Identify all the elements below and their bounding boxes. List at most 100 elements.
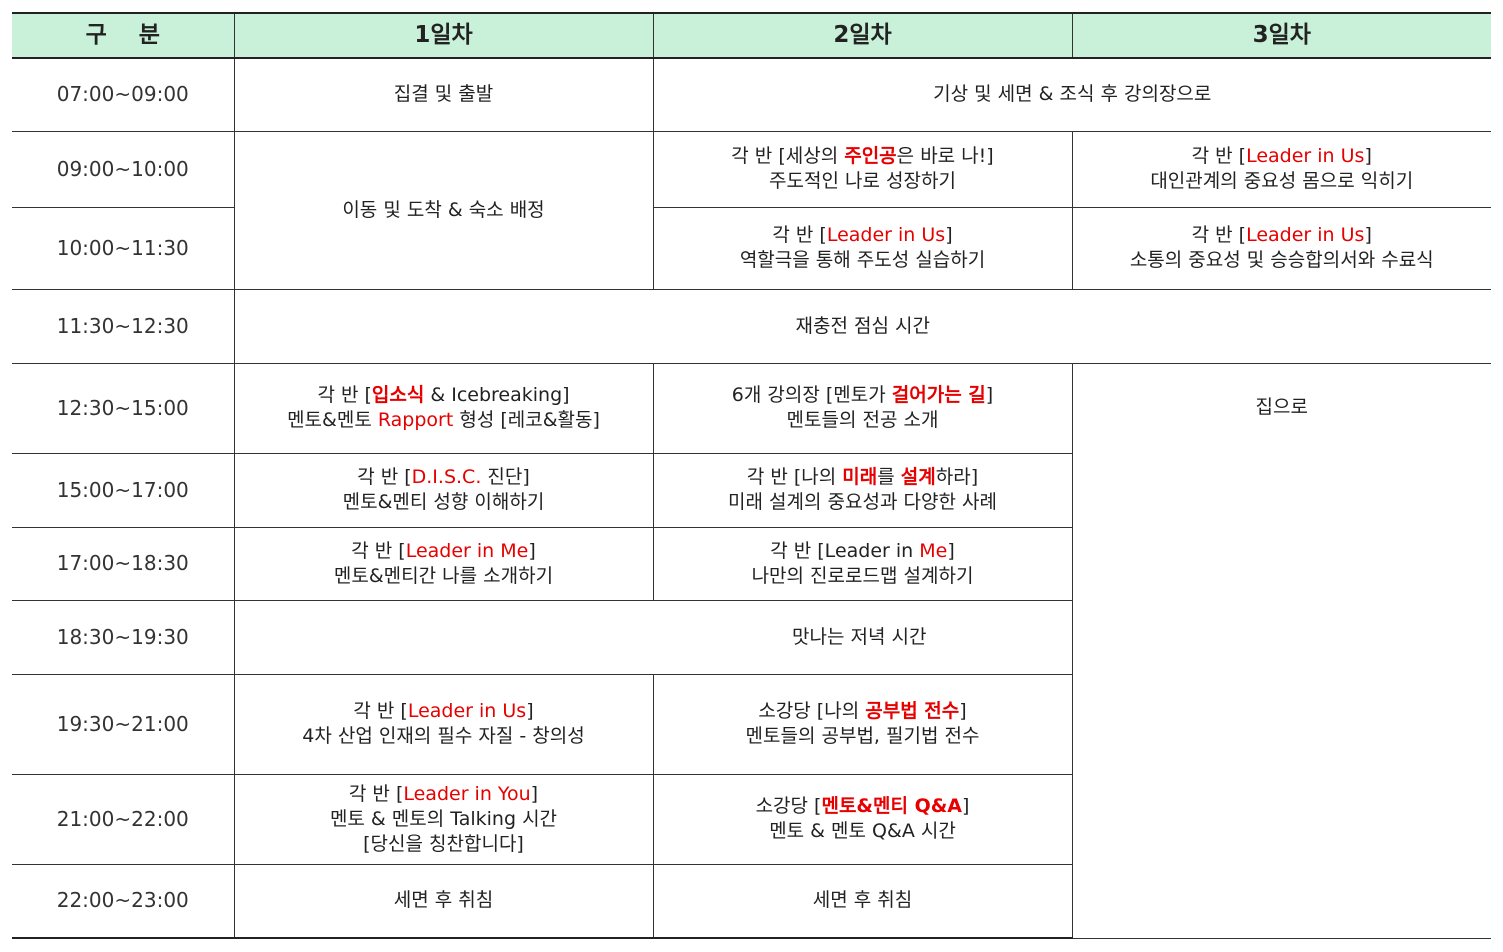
header-day3: 3일차 — [1071, 12, 1491, 59]
day3-cell: 각 반 [Leader in Us] 소통의 중요성 및 승승합의서와 수료식 — [1071, 206, 1491, 290]
cell-text: 멘토&멘티간 나를 소개하기 — [333, 564, 554, 587]
table-row: 12:30~15:00 각 반 [입소식 & Icebreaking] 멘토&멘… — [12, 362, 1491, 939]
cell-text: 각 반 [ — [317, 384, 372, 406]
day2-cell: 세면 후 취침 — [652, 863, 1072, 939]
time-cell: 07:00~09:00 — [12, 57, 235, 132]
highlight-text: Rapport — [377, 409, 454, 431]
day1-cell: 이동 및 도착 & 숙소 배정 — [233, 130, 654, 290]
day1-cell: 각 반 [D.I.S.C. 진단] 멘토&멘티 성향 이해하기 — [233, 452, 654, 528]
cell-text: 은 바로 나!] — [896, 145, 994, 167]
cell-text: ] — [962, 795, 970, 817]
cell-text: 역할극을 통해 주도성 실습하기 — [739, 249, 986, 271]
highlight-text: Leader in You — [403, 782, 531, 805]
cell-text: 하라] — [935, 466, 979, 488]
day1-cell: 각 반 [Leader in Me] 멘토&멘티간 나를 소개하기 — [233, 526, 654, 601]
cell-text: 각 반 [ — [351, 539, 406, 562]
time-cell: 22:00~23:00 — [12, 863, 235, 939]
cell-text: 소통의 중요성 및 승승합의서와 수료식 — [1129, 249, 1434, 271]
cell-text: 소강당 [ — [755, 795, 822, 817]
table-row: 22:00~23:00 세면 후 취침 세면 후 취침 — [12, 863, 1491, 939]
highlight-text: 주인공 — [844, 145, 897, 167]
cell-text: ] — [1364, 145, 1372, 167]
day1-2-cell: 맛나는 저녁 시간 — [233, 599, 1072, 675]
cell-text: 각 반 [ — [1191, 224, 1247, 246]
day1-cell: 각 반 [입소식 & Icebreaking] 멘토&멘토 Rapport 형성… — [233, 362, 654, 454]
cell-text: 주도적인 나로 성장하기 — [769, 170, 956, 192]
cell-text: ] — [1364, 224, 1372, 246]
cell-text: 멘토들의 공부법, 필기법 전수 — [745, 725, 980, 747]
day2-cell: 각 반 [Leader in Me] 나만의 진로로드맵 설계하기 — [652, 526, 1072, 601]
cell-text: 각 반 [Leader in — [770, 539, 920, 562]
highlight-text: 걸어가는 길 — [891, 384, 986, 406]
cell-text: ] — [947, 539, 955, 562]
schedule-table: 구 분 1일차 2일차 3일차 07:00~09:00 집결 및 출발 기상 및… — [12, 12, 1491, 939]
cell-text: 미래 설계의 중요성과 다양한 사례 — [728, 491, 997, 513]
table-row: 15:00~17:00 각 반 [D.I.S.C. 진단] 멘토&멘티 성향 이… — [12, 452, 1491, 528]
cell-text: & Icebreaking] — [424, 384, 570, 406]
cell-text: 각 반 [ — [772, 224, 827, 246]
cell-text: 소강당 [나의 — [758, 700, 866, 722]
cell-text: 각 반 [세상의 — [731, 145, 845, 167]
day2-cell: 소강당 [나의 공부법 전수] 멘토들의 공부법, 필기법 전수 — [652, 673, 1072, 775]
cell-text: 멘토&멘토 — [287, 409, 378, 431]
header-day2: 2일차 — [652, 12, 1073, 59]
time-cell: 15:00~17:00 — [12, 452, 235, 528]
day1-cell: 세면 후 취침 — [233, 863, 654, 939]
highlight-text: Leader in Us — [826, 224, 946, 246]
cell-text: 형성 [레코&활동] — [453, 409, 600, 431]
cell-text: ] — [530, 782, 539, 805]
cell-text: 멘토 & 멘토 Q&A 시간 — [769, 820, 956, 842]
cell-text: 6개 강의장 [멘토가 — [731, 384, 892, 406]
cell-text: 멘토들의 전공 소개 — [786, 409, 939, 431]
time-cell: 17:00~18:30 — [12, 526, 235, 601]
time-cell: 12:30~15:00 — [12, 362, 235, 454]
day3-cell: 각 반 [Leader in Us] 대인관계의 중요성 몸으로 익히기 — [1071, 130, 1491, 208]
cell-text: ] — [528, 539, 536, 562]
highlight-text: Me — [919, 539, 948, 562]
highlight-text: Leader in Us — [1246, 145, 1365, 167]
cell-text: ] — [959, 700, 967, 722]
table-row: 21:00~22:00 각 반 [Leader in You] 멘토 & 멘토의… — [12, 773, 1491, 865]
header-row: 구 분 1일차 2일차 3일차 — [12, 12, 1491, 59]
time-cell: 10:00~11:30 — [12, 206, 235, 290]
time-cell: 11:30~12:30 — [12, 288, 235, 364]
day2-cell: 각 반 [Leader in Us] 역할극을 통해 주도성 실습하기 — [652, 206, 1073, 290]
day2-cell: 각 반 [나의 미래를 설계하라] 미래 설계의 중요성과 다양한 사례 — [652, 452, 1072, 528]
all-days-cell: 재충전 점심 시간 — [233, 288, 1491, 364]
cell-text: 나만의 진로로드맵 설계하기 — [751, 564, 974, 587]
day2-cell: 6개 강의장 [멘토가 걸어가는 길] 멘토들의 전공 소개 — [652, 362, 1073, 454]
table-row: 07:00~09:00 집결 및 출발 기상 및 세면 & 조식 후 강의장으로 — [12, 57, 1491, 132]
highlight-text: 설계 — [900, 466, 936, 488]
day2-cell: 소강당 [멘토&멘티 Q&A] 멘토 & 멘토 Q&A 시간 — [652, 773, 1072, 865]
day1-cell: 각 반 [Leader in Us] 4차 산업 인재의 필수 자질 - 창의성 — [233, 673, 654, 775]
highlight-text: 공부법 전수 — [865, 700, 960, 722]
day1-cell: 각 반 [Leader in You] 멘토 & 멘토의 Talking 시간 … — [233, 773, 654, 865]
cell-text: 멘토&멘티 성향 이해하기 — [342, 491, 545, 513]
day1-cell: 집결 및 출발 — [233, 57, 654, 132]
cell-text: ] — [945, 224, 953, 246]
day3-cell: 집으로 — [1071, 362, 1491, 939]
time-cell: 18:30~19:30 — [12, 599, 235, 675]
day2-cell: 각 반 [세상의 주인공은 바로 나!] 주도적인 나로 성장하기 — [652, 130, 1073, 208]
highlight-text: 미래 — [842, 466, 878, 488]
cell-text: 각 반 [ — [353, 700, 408, 722]
cell-text: 각 반 [나의 — [746, 466, 843, 488]
cell-text: 진단] — [481, 466, 530, 488]
highlight-text: Leader in Me — [405, 539, 529, 562]
cell-text: 각 반 [ — [357, 466, 412, 488]
table-row: 09:00~10:00 이동 및 도착 & 숙소 배정 각 반 [세상의 주인공… — [12, 130, 1491, 290]
time-cell: 09:00~10:00 — [12, 130, 235, 208]
table-row: 10:00~11:30 각 반 [Leader in Us] 역할극을 통해 주… — [12, 206, 1491, 290]
highlight-text: D.I.S.C. — [411, 466, 482, 488]
header-day1: 1일차 — [233, 12, 654, 59]
cell-text: 대인관계의 중요성 몸으로 익히기 — [1150, 170, 1414, 192]
cell-text: [당신을 칭찬합니다] — [363, 832, 524, 855]
table-row: 11:30~12:30 재충전 점심 시간 — [12, 288, 1491, 364]
cell-text: ] — [985, 384, 994, 406]
highlight-text: Leader in Us — [1246, 224, 1365, 246]
highlight-text: 멘토&멘티 Q&A — [821, 795, 962, 817]
cell-text: 각 반 [ — [1191, 145, 1247, 167]
time-cell: 19:30~21:00 — [12, 673, 235, 775]
highlight-text: Leader in Us — [407, 700, 527, 722]
table-row: 18:30~19:30 맛나는 저녁 시간 — [12, 599, 1491, 675]
